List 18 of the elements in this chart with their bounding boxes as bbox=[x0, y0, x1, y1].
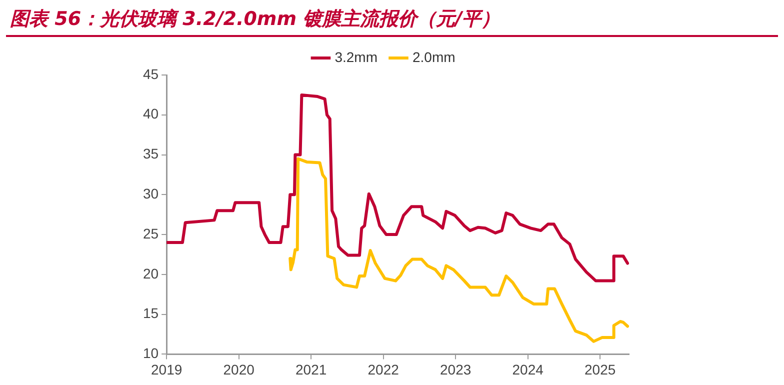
y-tick-label: 30 bbox=[142, 186, 159, 202]
y-tick-label: 45 bbox=[142, 66, 159, 82]
y-tick-label: 40 bbox=[142, 106, 159, 122]
x-tick-label: 2020 bbox=[223, 361, 255, 378]
y-tick-label: 20 bbox=[142, 265, 159, 282]
x-tick-label: 2025 bbox=[584, 361, 616, 378]
y-tick-label: 10 bbox=[142, 345, 159, 362]
x-tick-label: 2019 bbox=[150, 361, 182, 378]
x-tick-label: 2023 bbox=[440, 361, 472, 378]
x-tick-label: 2022 bbox=[368, 361, 400, 378]
y-tick-label: 35 bbox=[142, 146, 159, 162]
y-tick-label: 25 bbox=[142, 225, 159, 242]
x-tick-label: 2024 bbox=[512, 361, 544, 378]
legend-label: 2.0mm bbox=[412, 48, 456, 65]
y-tick-label: 15 bbox=[142, 305, 159, 322]
chart-title: 图表 56：光伏玻璃 3.2/2.0mm 镀膜主流报价（元/平） bbox=[6, 6, 778, 37]
x-tick-label: 2021 bbox=[296, 361, 327, 378]
legend-label: 3.2mm bbox=[334, 48, 378, 65]
